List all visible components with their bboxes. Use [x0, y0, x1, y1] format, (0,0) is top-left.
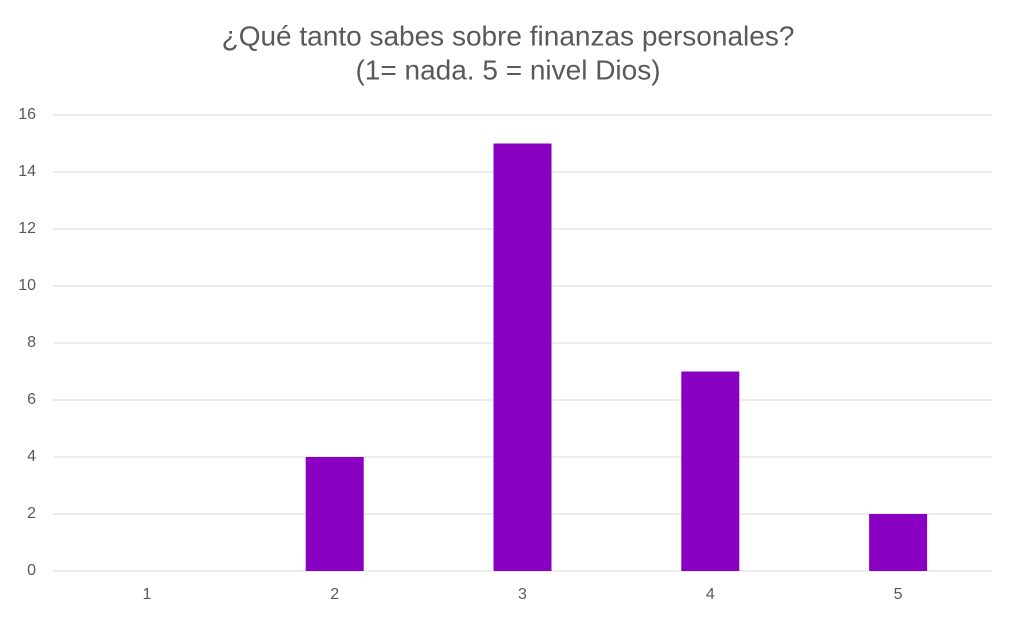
chart-subtitle: (1= nada. 5 = nivel Dios)	[355, 54, 660, 85]
y-tick-label: 4	[27, 448, 36, 465]
bar	[493, 143, 552, 571]
y-tick-label: 8	[27, 334, 36, 351]
x-tick-label: 5	[894, 586, 903, 603]
y-tick-label: 12	[18, 220, 36, 237]
y-tick-label: 16	[18, 106, 36, 123]
x-tick-label: 4	[706, 586, 715, 603]
y-tick-label: 10	[18, 277, 36, 294]
bar	[869, 514, 928, 571]
x-tick-label: 3	[518, 586, 527, 603]
chart-title: ¿Qué tanto sabes sobre finanzas personal…	[222, 20, 795, 51]
bar	[681, 371, 740, 571]
x-tick-label: 1	[142, 586, 151, 603]
y-tick-label: 0	[27, 562, 36, 579]
x-tick-label: 2	[330, 586, 339, 603]
y-tick-label: 14	[18, 163, 36, 180]
bar	[305, 457, 364, 571]
y-tick-label: 6	[27, 391, 36, 408]
y-tick-label: 2	[27, 505, 36, 522]
